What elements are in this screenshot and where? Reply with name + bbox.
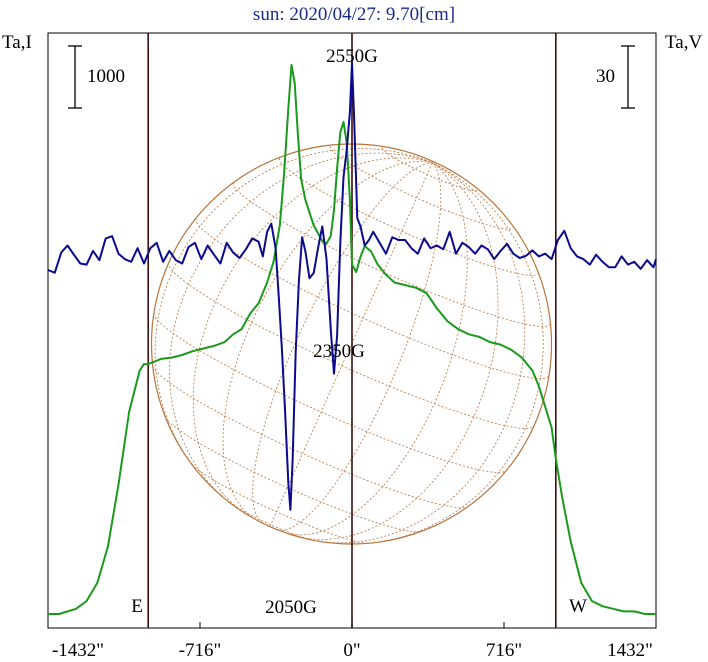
latitude-line: [329, 146, 514, 230]
longitude-line: [252, 162, 433, 524]
polarization-curve: [47, 61, 657, 511]
limb-label-e: E: [131, 596, 143, 617]
left-axis-label: Ta,I: [2, 32, 32, 53]
x-tick-label: -716": [179, 640, 222, 661]
longitude-line: [277, 162, 442, 531]
latitude-line: [278, 158, 539, 276]
right-scale-bar: [621, 45, 635, 109]
limb-label-w: W: [569, 596, 587, 617]
longitude-line: [169, 152, 433, 505]
left-scale-value: 1000: [87, 66, 125, 87]
right-scale-value: 30: [596, 66, 615, 87]
latitude-line: [165, 417, 421, 533]
longitude-line: [358, 162, 544, 545]
longitude-line: [154, 148, 433, 473]
annotation-2550g: 2550G: [326, 46, 378, 67]
x-tick-label: 716": [486, 640, 522, 661]
limb-lines: [147, 33, 557, 628]
latitude-line: [195, 218, 550, 380]
right-axis-label: Ta,V: [665, 32, 702, 53]
latitude-line: [381, 147, 478, 192]
annotation-2350g: 2350G: [313, 341, 365, 362]
chart-title: sun: 2020/04/27: 9.70[cm]: [253, 4, 455, 25]
latitude-line: [191, 464, 369, 544]
left-scale-bar: [68, 45, 82, 109]
x-tick-label: 0": [343, 640, 360, 661]
latitude-line: [168, 262, 535, 429]
latitude-line: [229, 502, 315, 541]
latitude-line: [153, 313, 507, 473]
intensity-curve: [48, 63, 656, 615]
x-tick-label: 1432": [607, 640, 653, 661]
annotation-2050g: 2050G: [265, 597, 317, 618]
x-tick-label: -1432": [52, 640, 104, 661]
